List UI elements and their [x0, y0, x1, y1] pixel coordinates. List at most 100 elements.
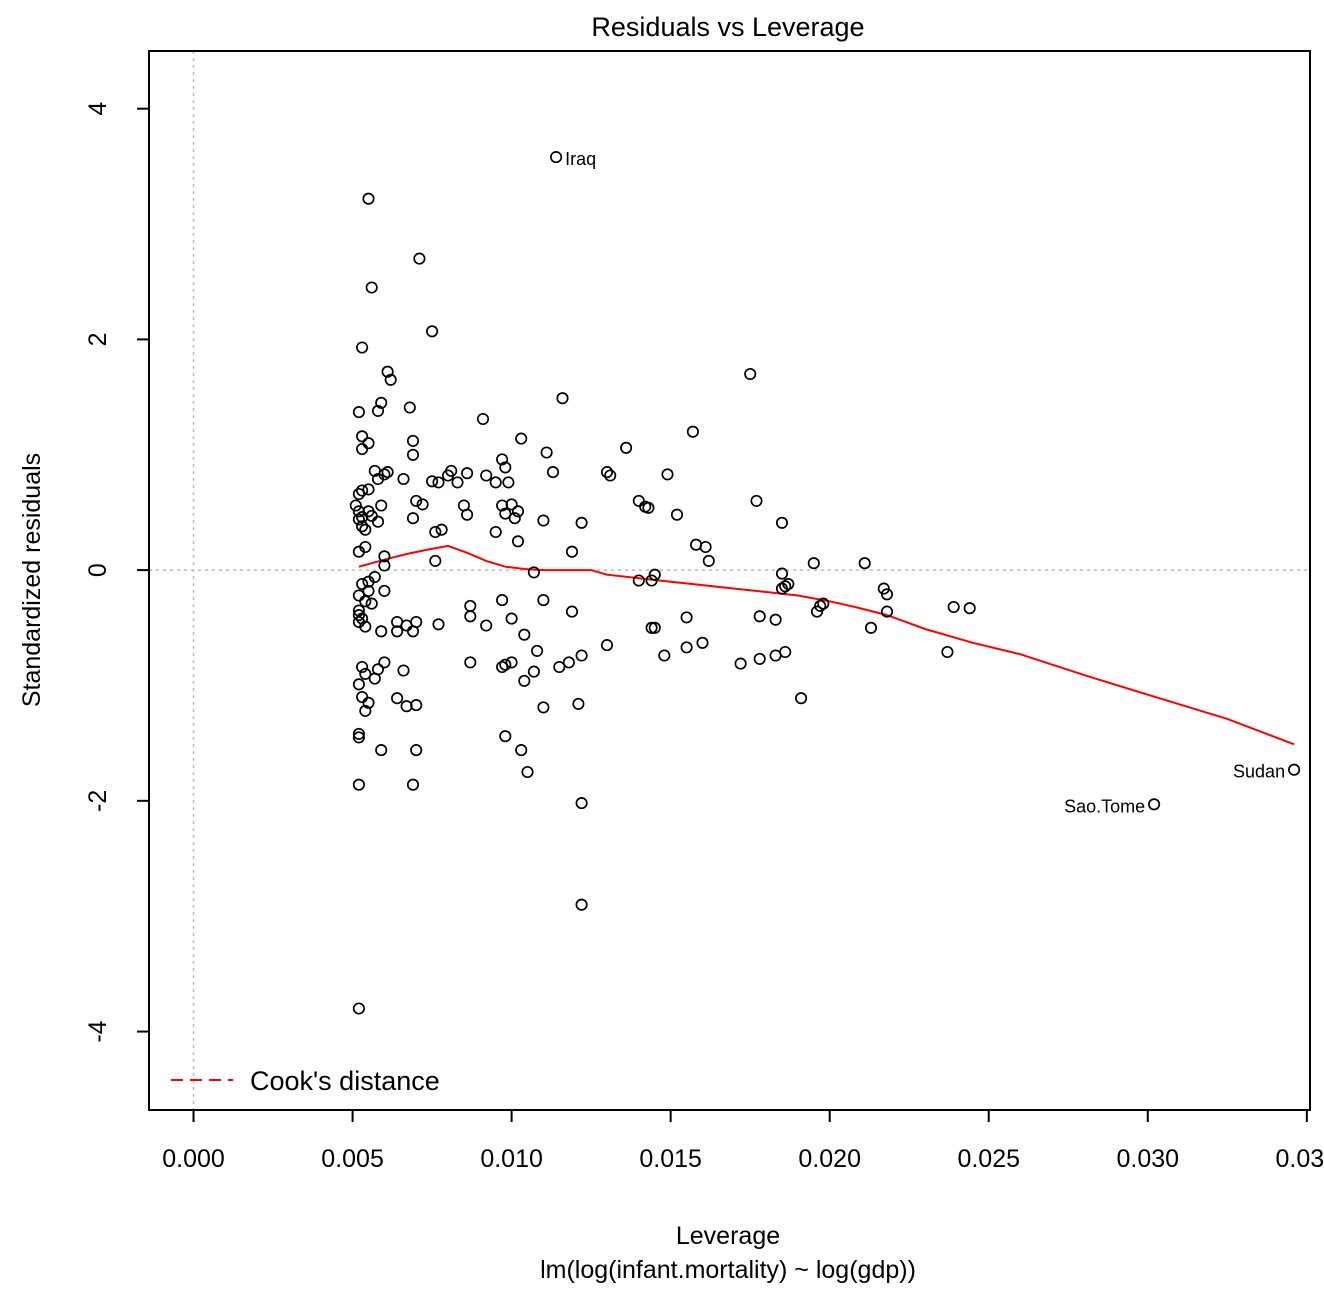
y-tick-label: -2: [84, 790, 112, 812]
data-point: [476, 412, 490, 426]
data-point: [400, 700, 413, 713]
data-point: [496, 594, 509, 607]
x-tick-label: 0.030: [1116, 1145, 1179, 1173]
data-point: [410, 744, 423, 757]
data-point: [352, 731, 365, 744]
data-point: [604, 469, 617, 482]
data-point: [527, 665, 540, 678]
data-point: [352, 727, 365, 740]
data-point: [365, 281, 378, 294]
x-tick-label: 0.015: [639, 1145, 702, 1173]
data-point: [648, 568, 661, 581]
data-point: [795, 692, 808, 705]
data-point: [648, 621, 661, 634]
data-point: [416, 498, 429, 511]
data-point: [502, 476, 515, 489]
data-point: [406, 778, 420, 791]
data-point: [642, 501, 655, 514]
data-point: [521, 765, 534, 779]
data-point: [550, 151, 563, 164]
data-point: [810, 605, 824, 618]
data-point: [680, 641, 693, 654]
data-point: [461, 508, 474, 521]
data-point: [769, 613, 782, 626]
points-group: [349, 151, 1301, 1015]
data-point: [480, 619, 493, 632]
data-point: [362, 437, 375, 450]
data-point: [963, 602, 976, 615]
data-point: [496, 660, 509, 674]
data-point: [686, 425, 699, 438]
data-point: [352, 406, 365, 419]
data-point: [499, 730, 512, 743]
data-point: [489, 476, 502, 489]
data-point: [410, 494, 423, 507]
data-point: [537, 594, 550, 607]
legend: Cook's distance: [171, 1066, 440, 1096]
y-tick-label: 0: [84, 563, 112, 577]
data-point: [403, 401, 416, 414]
data-point: [508, 512, 521, 525]
data-point: [600, 639, 614, 652]
data-point: [384, 373, 397, 386]
data-point: [858, 557, 871, 570]
data-point: [537, 514, 550, 527]
data-point: [378, 559, 391, 572]
data-point: [518, 674, 531, 687]
data-point: [464, 599, 477, 612]
data-point: [864, 621, 878, 634]
y-tick-label: -4: [84, 1020, 112, 1042]
data-point: [406, 434, 420, 447]
x-tick-label: 0.010: [480, 1145, 543, 1173]
data-point: [426, 325, 439, 338]
data-point: [696, 636, 709, 649]
data-point: [375, 396, 388, 409]
data-point: [371, 404, 385, 417]
data-point: [572, 697, 585, 710]
data-point: [556, 392, 569, 405]
data-point: [511, 535, 525, 548]
data-point: [356, 484, 369, 497]
data-point: [356, 430, 369, 443]
data-point: [378, 550, 391, 563]
data-point: [769, 649, 782, 662]
data-point: [511, 505, 525, 518]
x-axis: 0.000 0.005 0.010 0.015 0.020 0.025 0.030 0.035: [162, 1109, 1324, 1173]
data-point: [451, 476, 464, 489]
x-tick-label: 0.005: [321, 1145, 384, 1173]
legend-label-cooks-distance: Cook's distance: [250, 1066, 440, 1096]
data-point: [378, 656, 391, 669]
data-point: [499, 507, 512, 520]
data-point: [1288, 763, 1301, 776]
data-point: [356, 442, 369, 456]
y-tick-label: 4: [84, 102, 112, 116]
data-point: [499, 658, 512, 671]
data-point: [381, 466, 394, 479]
data-point: [600, 466, 614, 479]
y-tick-label: 2: [84, 332, 112, 346]
data-point: [349, 499, 362, 512]
data-point: [365, 597, 378, 610]
data-point: [575, 649, 588, 662]
data-point: [505, 656, 518, 669]
data-point: [381, 365, 394, 378]
smooth-line: [358, 544, 1295, 746]
data-point: [505, 498, 518, 511]
data-point: [880, 588, 894, 601]
data-point: [435, 523, 448, 536]
data-point: [880, 605, 894, 618]
data-point: [699, 540, 712, 554]
data-point: [461, 467, 474, 480]
data-point: [527, 566, 540, 579]
data-point: [426, 475, 439, 488]
data-point: [352, 589, 365, 602]
data-point: [515, 432, 528, 445]
data-point: [753, 652, 766, 665]
data-point: [680, 611, 693, 624]
data-point: [432, 618, 445, 631]
data-point: [565, 545, 579, 558]
data-point: [432, 476, 445, 489]
data-point: [356, 660, 369, 674]
point-labels-group: Iraq Sao.Tome Sudan: [565, 149, 1285, 816]
data-point: [775, 516, 789, 529]
